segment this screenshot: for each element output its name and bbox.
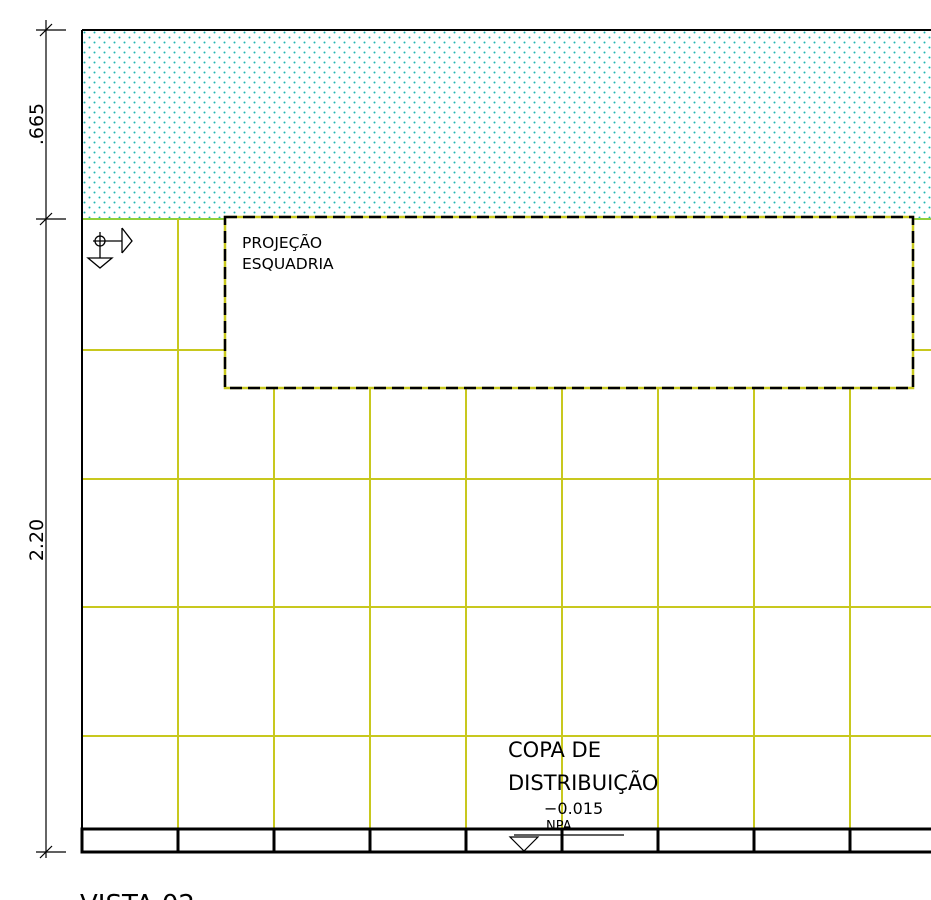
elevation-marker-icon <box>86 227 133 269</box>
dimension-line <box>36 20 66 859</box>
room-label-line2: DISTRIBUIÇÃO <box>508 769 658 795</box>
dimension-bottom-label: 2.20 <box>26 519 48 561</box>
dimension-top-label: .665 <box>26 103 48 145</box>
floor-band <box>80 827 931 854</box>
level-tag: NPA <box>546 819 572 834</box>
projection-label-line2: ESQUADRIA <box>242 255 334 273</box>
tile-grid <box>82 219 931 829</box>
room-label-line1: COPA DE <box>508 738 601 762</box>
view-title: VISTA 02 <box>80 890 195 900</box>
level-value: −0.015 <box>544 799 603 818</box>
level-marker-icon <box>508 834 624 852</box>
projection-label-line1: PROJEÇÃO <box>242 233 322 252</box>
window-projection <box>223 215 915 390</box>
hatched-band <box>82 29 931 220</box>
